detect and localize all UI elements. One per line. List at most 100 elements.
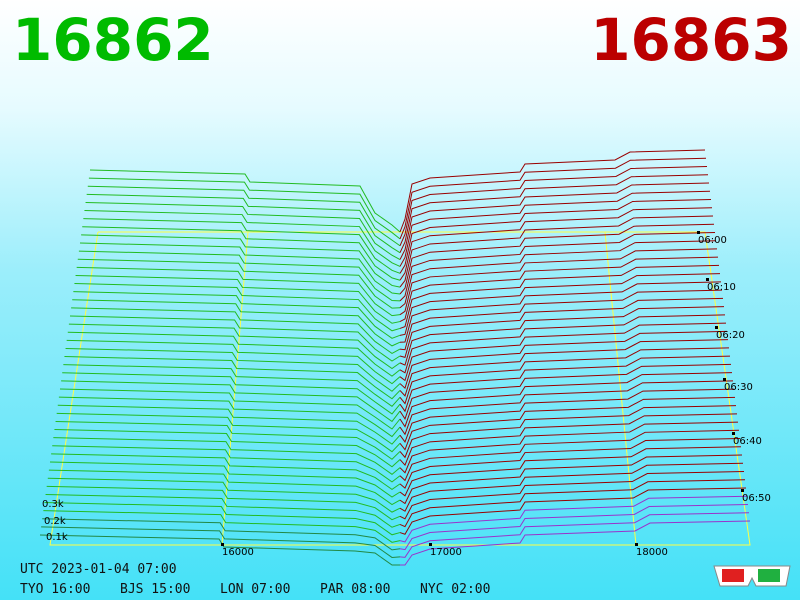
ask-depth-line bbox=[399, 281, 722, 343]
bid-depth-line bbox=[51, 453, 401, 491]
dot bbox=[697, 231, 700, 234]
ask-depth-line bbox=[399, 372, 733, 428]
ask-depth-line bbox=[399, 165, 708, 246]
ask-depth-line bbox=[399, 380, 734, 436]
bid-depth-line bbox=[86, 193, 401, 254]
bid-depth-line bbox=[74, 283, 401, 332]
time-tick: 06:00 bbox=[698, 235, 727, 246]
bid-depth-line bbox=[42, 518, 401, 551]
bid-depth-line bbox=[54, 429, 401, 468]
bid-depth-line bbox=[39, 534, 400, 566]
green-lens bbox=[758, 569, 780, 582]
clock: TYO 16:00 bbox=[20, 582, 90, 597]
ask-depth-line bbox=[399, 512, 750, 558]
bid-depth-line bbox=[44, 502, 401, 536]
ask-depth-line bbox=[399, 182, 710, 260]
price-tick: 17000 bbox=[430, 547, 462, 558]
ask-depth-line bbox=[399, 471, 745, 520]
floor-line bbox=[221, 231, 249, 546]
ask-depth-line bbox=[399, 446, 742, 497]
bid-depth-line bbox=[75, 274, 401, 324]
ask-depth-line bbox=[399, 289, 723, 351]
bid-depth-line bbox=[63, 364, 401, 407]
utc-time: UTC 2023-01-04 07:00 bbox=[20, 562, 177, 577]
bid-depth-line bbox=[68, 323, 401, 370]
bid-depth-line bbox=[45, 493, 401, 528]
ask-depth-line bbox=[399, 215, 714, 288]
ask-depth-line bbox=[399, 264, 720, 329]
ask-depth-line bbox=[399, 207, 713, 281]
price-tick: 18000 bbox=[636, 547, 668, 558]
bid-depth-line bbox=[43, 510, 401, 543]
depth-tick: 0.3k bbox=[42, 499, 64, 510]
dot bbox=[723, 378, 726, 381]
ask-depth-line bbox=[399, 223, 715, 295]
ask-depth-line bbox=[399, 322, 727, 382]
ask-depth-line bbox=[399, 355, 731, 413]
bid-depth-line bbox=[67, 331, 401, 377]
bid-depth-line bbox=[76, 266, 401, 317]
bid-depth-line bbox=[53, 437, 401, 475]
floor-frame bbox=[49, 231, 751, 546]
ask-depth-line bbox=[399, 413, 738, 466]
ask-depth-line bbox=[399, 454, 743, 505]
time-tick: 06:50 bbox=[742, 493, 771, 504]
red-lens bbox=[722, 569, 744, 582]
ask-depth-line bbox=[399, 231, 716, 302]
bid-depth-line bbox=[84, 210, 401, 267]
bid-depth-line bbox=[59, 388, 401, 430]
bid-depth-line bbox=[77, 258, 401, 309]
ask-depth-line bbox=[399, 429, 740, 482]
ask-depth-line bbox=[399, 421, 739, 474]
bid-price: 16862 bbox=[12, 6, 214, 74]
bid-depth-line bbox=[85, 201, 401, 260]
bid-depth-line bbox=[57, 404, 401, 445]
floor-grid bbox=[49, 231, 751, 546]
bid-depth-line bbox=[46, 485, 401, 521]
bid-depth-line bbox=[64, 356, 401, 400]
dot bbox=[429, 543, 432, 546]
3d-glasses-icon[interactable] bbox=[713, 565, 791, 587]
bid-depth-line bbox=[88, 177, 401, 240]
ask-depth-line bbox=[400, 520, 751, 566]
ask-depth-line bbox=[399, 157, 707, 240]
ask-depth-line bbox=[399, 330, 728, 390]
ask-depth-line bbox=[399, 198, 712, 274]
ask-depth-line bbox=[399, 314, 726, 374]
bid-depth-line bbox=[82, 226, 401, 281]
ask-depth-line bbox=[399, 479, 746, 528]
bid-depth-line bbox=[66, 339, 401, 385]
ask-depth-line bbox=[399, 240, 717, 309]
ask-depth-line bbox=[399, 487, 747, 535]
ask-depth-line bbox=[399, 256, 719, 322]
depth-tick: 0.1k bbox=[46, 532, 68, 543]
dot bbox=[741, 489, 744, 492]
time-tick: 06:20 bbox=[716, 330, 745, 341]
ask-depth-line bbox=[399, 396, 736, 451]
dot bbox=[715, 326, 718, 329]
ask-depth-line bbox=[399, 347, 730, 405]
dot bbox=[221, 543, 224, 546]
ask-depth-line bbox=[399, 339, 729, 397]
bid-depth-line bbox=[61, 380, 401, 423]
dot bbox=[706, 278, 709, 281]
ask-depth-line bbox=[399, 495, 748, 543]
bid-depth-line bbox=[83, 218, 401, 274]
ask-depth-line bbox=[399, 306, 725, 366]
time-tick: 06:40 bbox=[733, 436, 762, 447]
bid-depth-line bbox=[81, 234, 401, 288]
bid-depth-line bbox=[79, 242, 401, 295]
ask-depth-line bbox=[399, 248, 718, 316]
ask-price: 16863 bbox=[590, 6, 792, 74]
ask-depth-line bbox=[399, 388, 735, 444]
dot bbox=[732, 432, 735, 435]
bid-depth-line bbox=[89, 169, 401, 233]
bid-depth-line bbox=[49, 461, 401, 498]
tick-dots bbox=[221, 231, 744, 546]
clock: BJS 15:00 bbox=[120, 582, 190, 597]
depth-lines bbox=[39, 149, 751, 566]
ask-depth-line bbox=[399, 273, 721, 336]
ask-depth-line bbox=[399, 405, 737, 459]
